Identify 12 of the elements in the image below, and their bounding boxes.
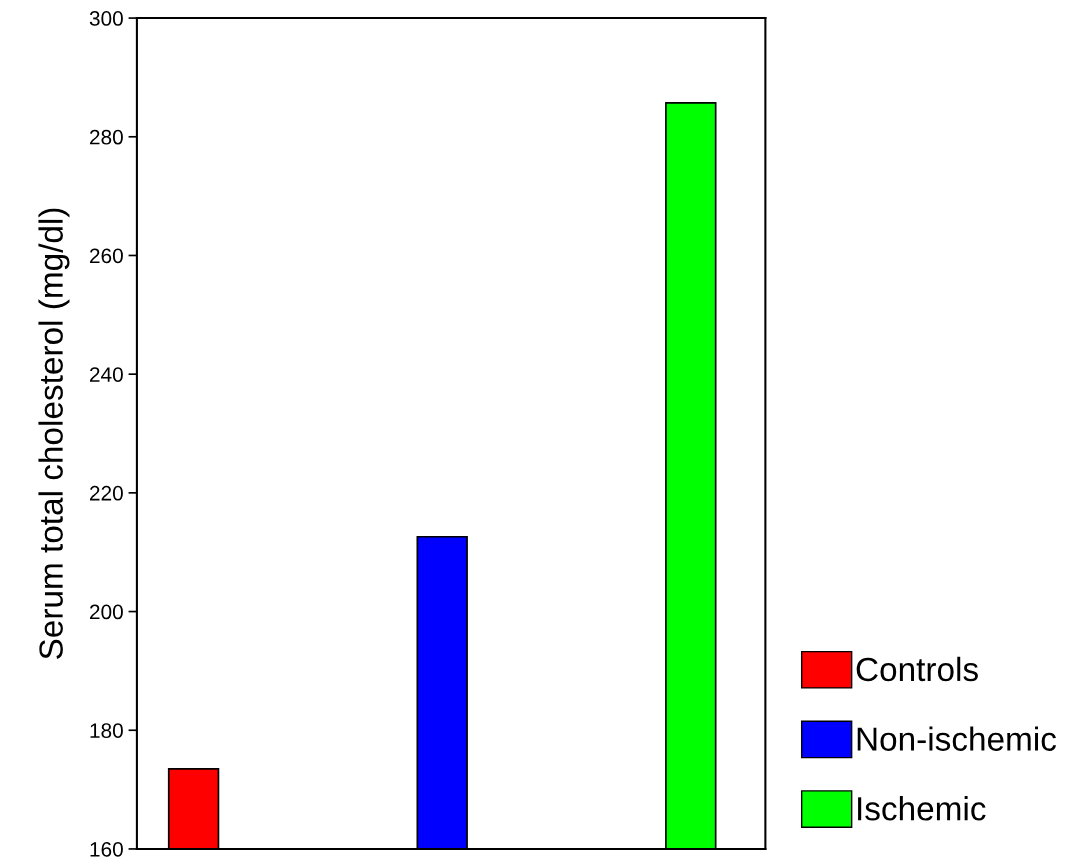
legend-label: Ischemic xyxy=(858,796,986,821)
legend-label: Non-ischemic xyxy=(857,726,1057,751)
y-tick-label: 200 xyxy=(90,604,123,620)
y-tick-label: 240 xyxy=(90,367,123,382)
y-tick-label: 280 xyxy=(90,129,123,145)
y-tick-label: 260 xyxy=(90,248,123,264)
y-tick-label: 180 xyxy=(90,723,123,738)
y-tick-label: 220 xyxy=(90,485,123,501)
y-axis-title: Serum total cholesterol (mg/dl) xyxy=(38,208,70,659)
y-tick-label: 300 xyxy=(89,11,123,26)
legend-label: Controls xyxy=(856,656,978,682)
y-tick-label: 160 xyxy=(90,841,123,857)
